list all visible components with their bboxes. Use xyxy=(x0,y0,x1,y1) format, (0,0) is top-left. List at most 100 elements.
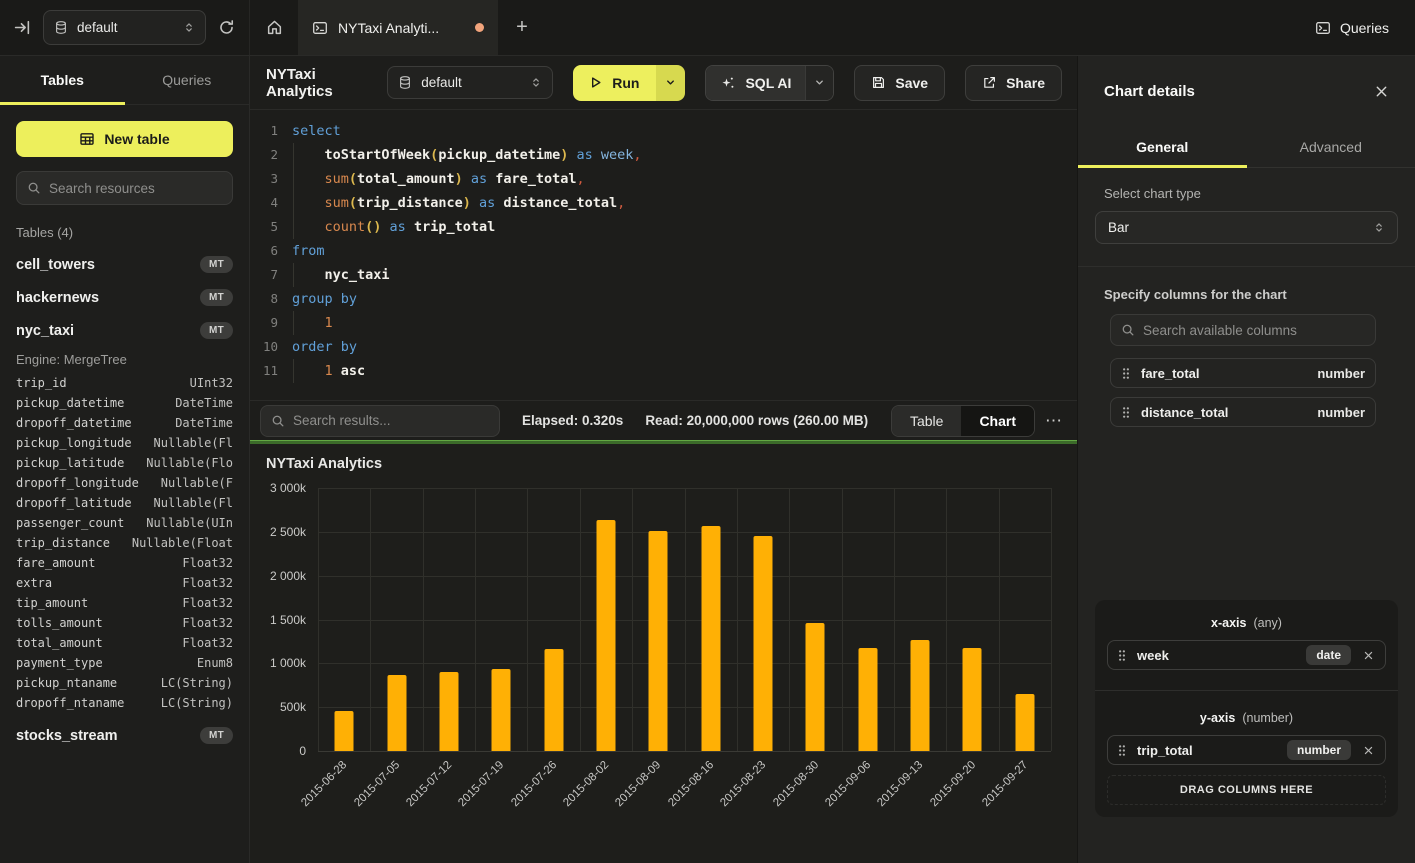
table-name: stocks_stream xyxy=(16,728,200,744)
code-token: ( xyxy=(349,195,357,211)
x-axis-header: x-axis (any) xyxy=(1107,616,1386,630)
query-title: NYTaxi Analytics xyxy=(266,66,367,100)
code-token: sum xyxy=(292,195,349,211)
chart-type-select[interactable]: Bar xyxy=(1095,211,1398,244)
chart-bar xyxy=(911,640,930,751)
run-options-caret[interactable] xyxy=(656,65,685,101)
resource-search[interactable] xyxy=(16,171,233,205)
schema-column-row: dropoff_longitudeNullable(F xyxy=(16,473,233,493)
y-axis-tick-label: 500k xyxy=(280,700,306,714)
resource-search-input[interactable] xyxy=(49,181,222,196)
drag-handle-icon[interactable] xyxy=(1121,406,1131,419)
sql-editor[interactable]: 1select2 toStartOfWeek(pickup_datetime) … xyxy=(250,110,1077,400)
columns-search[interactable] xyxy=(1110,314,1376,346)
sidebar-tab-tables[interactable]: Tables xyxy=(0,56,125,104)
save-button[interactable]: Save xyxy=(854,65,945,101)
run-button-main[interactable]: Run xyxy=(573,65,656,101)
x-axis-tick-label: 2015-07-19 xyxy=(457,759,507,809)
run-button[interactable]: Run xyxy=(573,65,685,101)
gridline-vertical xyxy=(894,488,895,751)
code-line-11: 11 1 asc xyxy=(250,359,1077,383)
x-axis-column-week[interactable]: week date xyxy=(1107,640,1386,670)
schema-column-row: pickup_ntanameLC(String) xyxy=(16,673,233,693)
chart-bar xyxy=(596,520,615,751)
remove-column-button[interactable] xyxy=(1361,648,1376,663)
code-token: , xyxy=(633,147,641,163)
collapse-sidebar-icon xyxy=(14,19,31,36)
view-toggle-table[interactable]: Table xyxy=(892,406,961,436)
view-toggle-chart[interactable]: Chart xyxy=(961,406,1034,436)
available-columns-group: fare_total number distance_total number xyxy=(1110,314,1376,427)
results-toolbar: Elapsed: 0.320s Read: 20,000,000 rows (2… xyxy=(250,400,1077,440)
x-axis-tick-label: 2015-06-28 xyxy=(300,759,350,809)
drag-handle-icon[interactable] xyxy=(1121,367,1131,380)
close-panel-button[interactable] xyxy=(1374,84,1389,99)
new-table-button[interactable]: New table xyxy=(16,121,233,157)
code-token: 1 xyxy=(292,363,333,379)
results-search-input[interactable] xyxy=(293,413,489,428)
share-button[interactable]: Share xyxy=(965,65,1062,101)
results-more-button[interactable]: ⋯ xyxy=(1045,411,1063,431)
tables-section-label: Tables (4) xyxy=(16,225,233,240)
drop-zone-label: DRAG COLUMNS HERE xyxy=(1180,784,1313,796)
table-row-hackernews[interactable]: hackernews MT xyxy=(0,281,249,314)
schema-column-name: extra xyxy=(16,576,182,590)
schema-column-type: Float32 xyxy=(182,636,233,650)
code-token: order by xyxy=(292,339,357,355)
x-axis-label: x-axis xyxy=(1211,616,1246,630)
code-token: as xyxy=(568,147,601,163)
remove-column-button[interactable] xyxy=(1361,743,1376,758)
chart-area: NYTaxi Analytics 3 000k2 500k2 000k1 500… xyxy=(250,444,1077,863)
line-number: 4 xyxy=(250,191,278,215)
schema-column-name: trip_id xyxy=(16,376,190,390)
top-bar-left: default xyxy=(0,0,250,55)
columns-search-input[interactable] xyxy=(1143,323,1365,338)
sql-ai-main[interactable]: SQL AI xyxy=(706,66,805,100)
y-axis-tick-label: 2 500k xyxy=(270,525,306,539)
schema-column-type: LC(String) xyxy=(161,676,233,690)
gridline-vertical xyxy=(789,488,790,751)
drop-zone[interactable]: DRAG COLUMNS HERE xyxy=(1107,775,1386,805)
home-button[interactable] xyxy=(250,0,298,55)
schema-column-row: trip_distanceNullable(Float xyxy=(16,533,233,553)
collapse-sidebar-button[interactable] xyxy=(14,19,31,36)
query-database-selector[interactable]: default xyxy=(387,66,553,99)
results-search[interactable] xyxy=(260,405,500,437)
new-tab-button[interactable]: + xyxy=(498,0,546,55)
sql-ai-caret[interactable] xyxy=(805,66,833,100)
code-token: sum xyxy=(292,171,349,187)
available-column-distance-total[interactable]: distance_total number xyxy=(1110,397,1376,427)
database-selector[interactable]: default xyxy=(43,10,206,45)
y-axis-column-trip-total[interactable]: trip_total number xyxy=(1107,735,1386,765)
search-icon xyxy=(27,181,41,195)
code-token: ) xyxy=(455,171,463,187)
table-row-stocks-stream[interactable]: stocks_stream MT xyxy=(0,719,249,752)
top-bar-right: Queries xyxy=(1315,0,1415,55)
table-row-cell-towers[interactable]: cell_towers MT xyxy=(0,248,249,281)
refresh-button[interactable] xyxy=(218,19,235,36)
drag-handle-icon[interactable] xyxy=(1117,744,1127,757)
close-icon xyxy=(1363,745,1374,756)
main-area: NYTaxi Analytics default Ru xyxy=(250,56,1077,863)
code-token: trip_distance xyxy=(357,195,463,211)
code-token: asc xyxy=(333,363,366,379)
sql-ai-button[interactable]: SQL AI xyxy=(705,65,834,101)
code-token: toStartOfWeek xyxy=(292,147,430,163)
drag-handle-icon[interactable] xyxy=(1117,649,1127,662)
search-icon xyxy=(1121,323,1135,337)
schema-column-row: extraFloat32 xyxy=(16,573,233,593)
database-icon xyxy=(398,75,412,90)
code-token: select xyxy=(292,123,341,139)
x-axis-tick-label: 2015-08-23 xyxy=(718,759,768,809)
query-tab[interactable]: NYTaxi Analyti... xyxy=(298,0,498,55)
y-axis-section: y-axis (number) trip_total number xyxy=(1095,690,1398,817)
table-row-nyc-taxi[interactable]: nyc_taxi MT xyxy=(0,314,249,347)
gridline-vertical xyxy=(999,488,1000,751)
tab-advanced[interactable]: Advanced xyxy=(1247,126,1415,167)
available-column-fare-total[interactable]: fare_total number xyxy=(1110,358,1376,388)
y-axis-tick-label: 3 000k xyxy=(270,481,306,495)
tab-general[interactable]: General xyxy=(1078,126,1247,167)
sidebar-tab-queries[interactable]: Queries xyxy=(125,56,250,104)
queries-button[interactable]: Queries xyxy=(1315,20,1389,36)
line-number: 1 xyxy=(250,119,278,143)
